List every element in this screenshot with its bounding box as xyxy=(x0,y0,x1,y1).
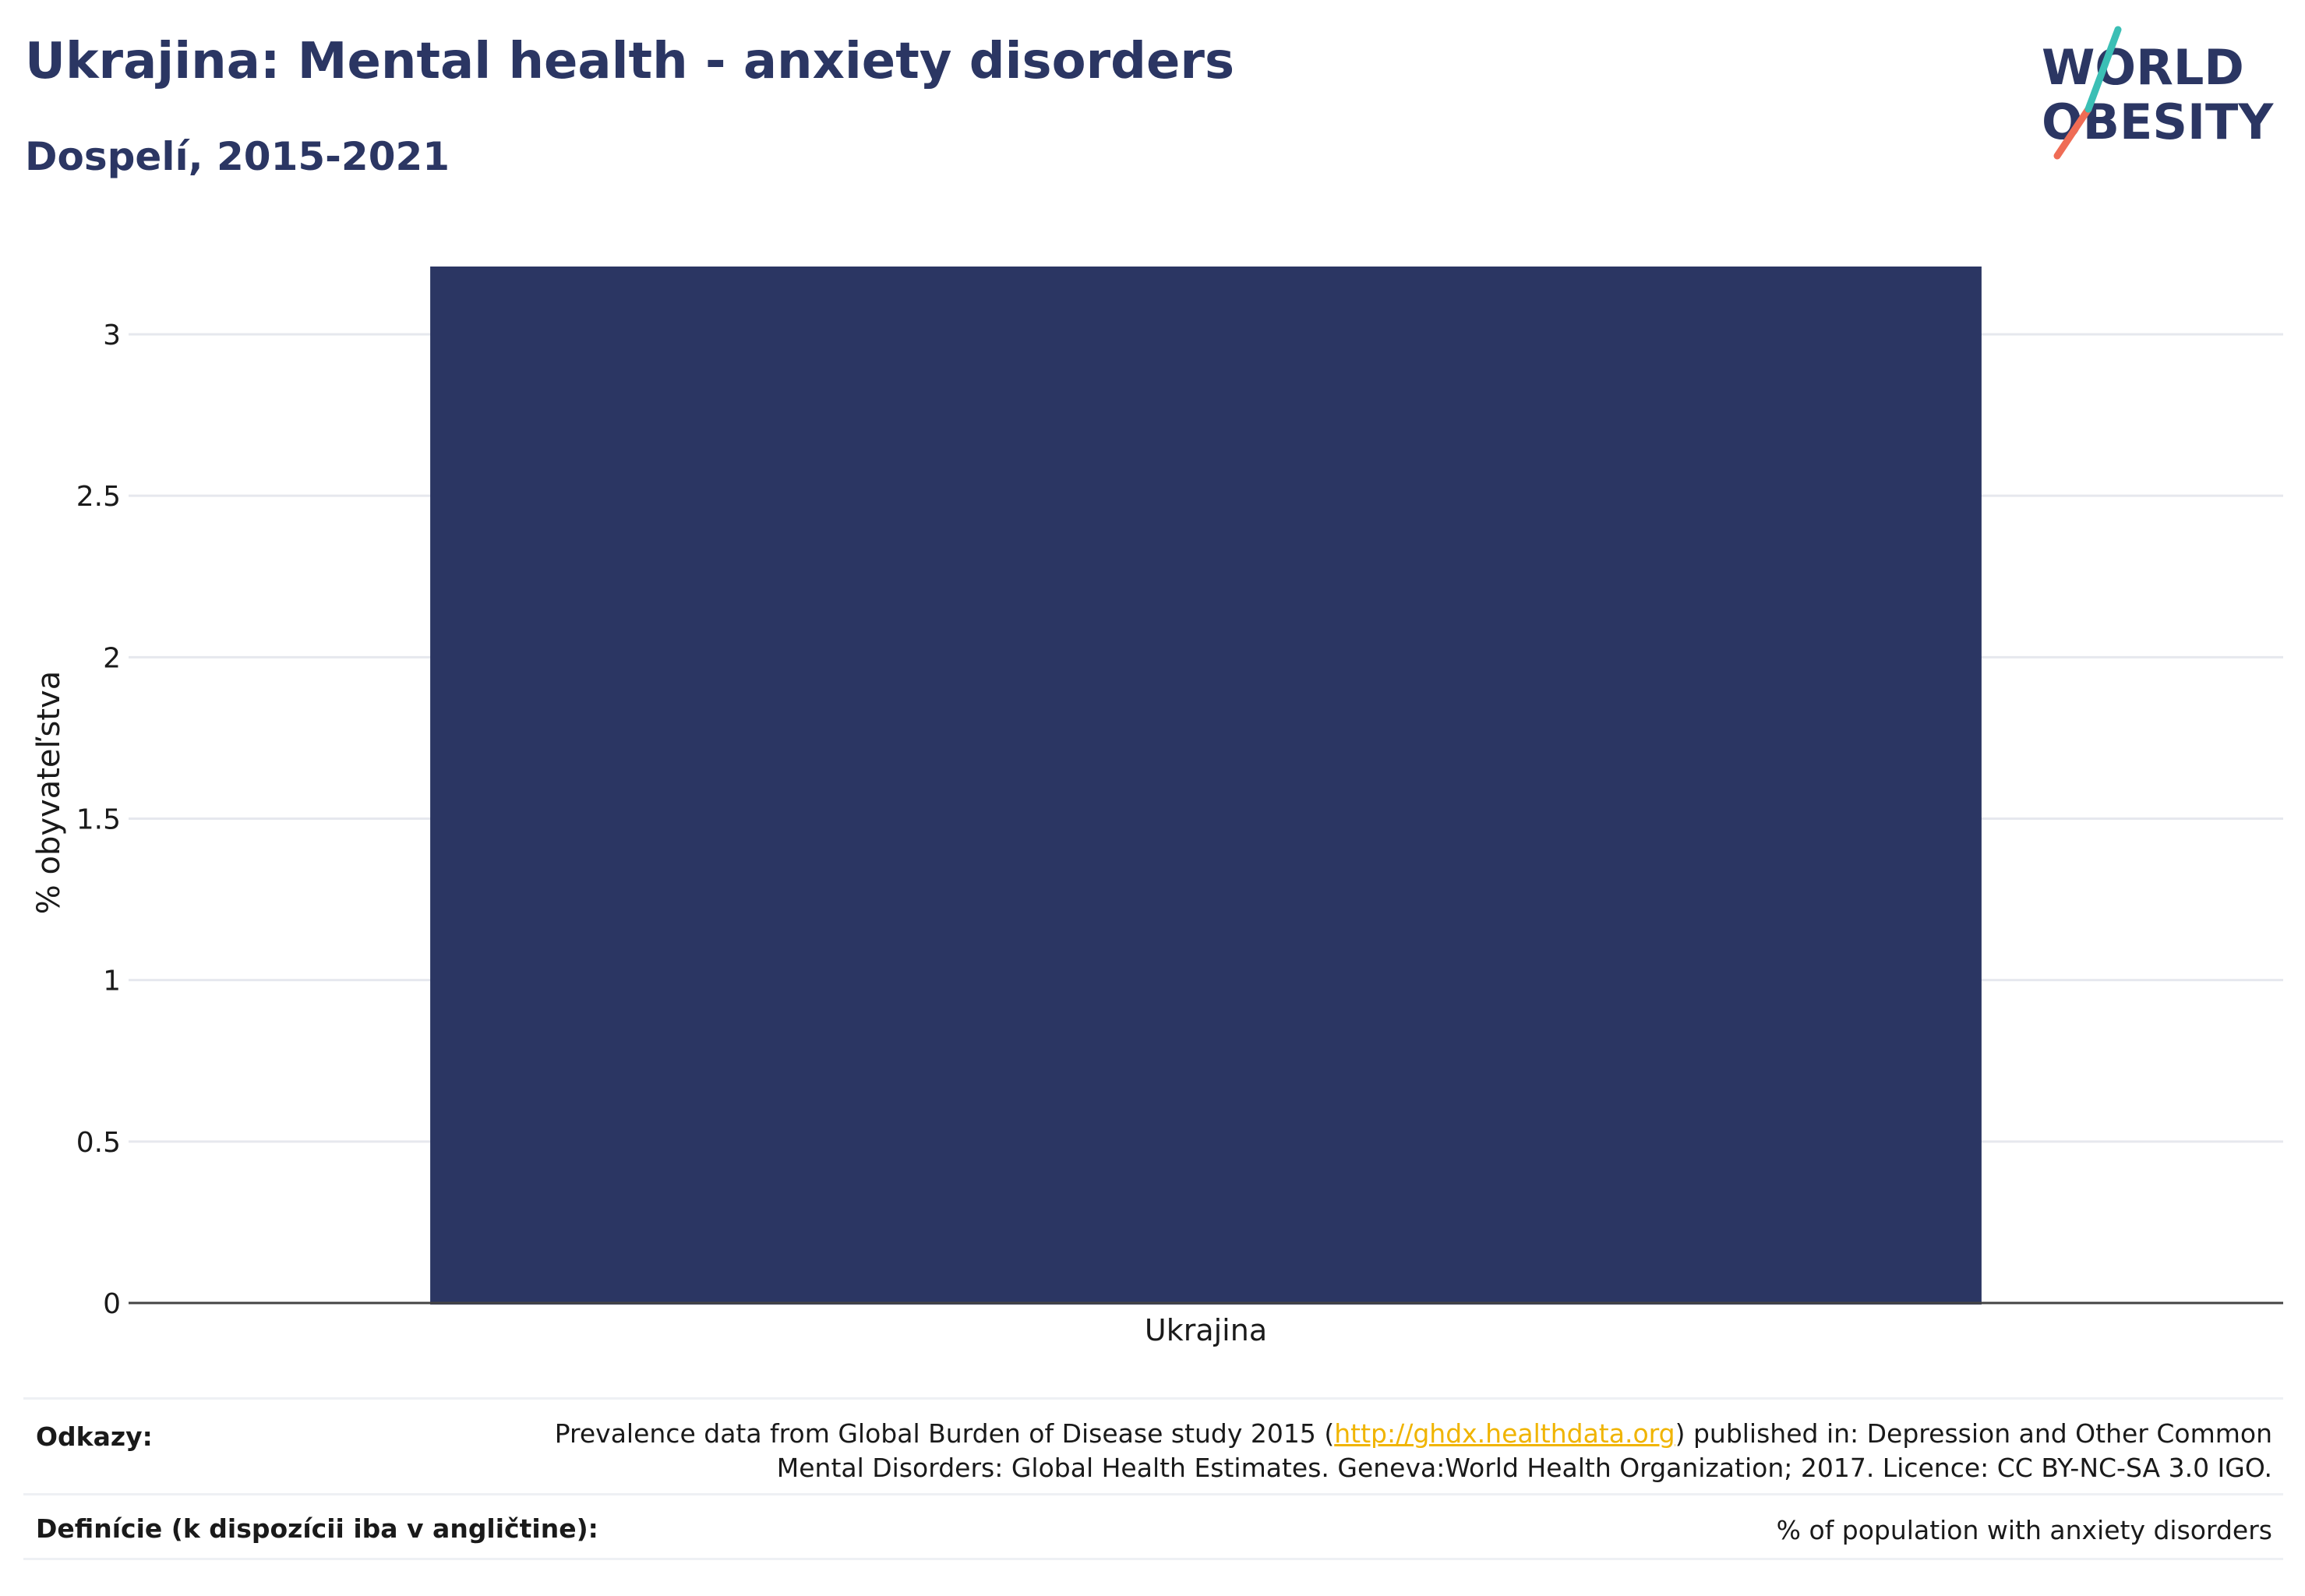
y-tick-label: 0 xyxy=(103,1288,121,1320)
definitions-text: % of population with anxiety disorders xyxy=(1776,1515,2272,1545)
definitions-label: Definície (k dispozícii iba v angličtine… xyxy=(36,1513,598,1544)
chart-subtitle: Dospelí, 2015-2021 xyxy=(25,134,450,179)
x-tick-label: Ukrajina xyxy=(1145,1313,1267,1347)
references-label: Odkazy: xyxy=(36,1421,153,1452)
y-tick-labels: 0 0.5 1 1.5 2 2.5 3 xyxy=(76,320,121,1320)
y-tick-label: 2 xyxy=(103,642,121,674)
y-tick-label: 3 xyxy=(103,320,121,351)
references-text-after: ) published in: Depression and Other Com… xyxy=(1675,1418,2272,1449)
y-tick-label: 0.5 xyxy=(76,1127,121,1159)
bars xyxy=(430,267,1982,1305)
footer-divider-top xyxy=(23,1397,2283,1400)
y-axis-label: % obyvateľstva xyxy=(31,671,67,914)
y-tick-label: 1 xyxy=(103,966,121,998)
references-text-before: Prevalence data from Global Burden of Di… xyxy=(554,1418,1335,1449)
bar[interactable] xyxy=(430,267,1982,1305)
x-tick-labels: Ukrajina xyxy=(1145,1313,1267,1347)
bar-chart: 0 0.5 1 1.5 2 2.5 3 Ukrajina % obyvateľstva xyxy=(31,267,2283,1347)
logo-line1: WORLD xyxy=(2042,39,2244,96)
references-link[interactable]: http://ghdx.healthdata.org xyxy=(1334,1418,1675,1449)
y-tick-label: 2.5 xyxy=(76,481,121,513)
references-text-line2: Mental Disorders: Global Health Estimate… xyxy=(776,1453,2272,1483)
chart-title: Ukrajina: Mental health - anxiety disord… xyxy=(25,33,1235,90)
footer-references-row: Odkazy: Prevalence data from Global Burd… xyxy=(23,1412,2283,1498)
footer-divider-middle xyxy=(23,1493,2283,1495)
y-tick-label: 1.5 xyxy=(76,804,121,836)
logo-slash-coral xyxy=(2053,105,2092,160)
references-text: Prevalence data from Global Burden of Di… xyxy=(555,1417,2272,1485)
footer-definitions-row: Definície (k dispozícii iba v angličtine… xyxy=(23,1504,2283,1559)
world-obesity-logo: WORLD OBESITY xyxy=(2042,26,2274,160)
logo-slash-teal xyxy=(2084,26,2122,113)
footer-divider-bottom xyxy=(23,1558,2283,1560)
